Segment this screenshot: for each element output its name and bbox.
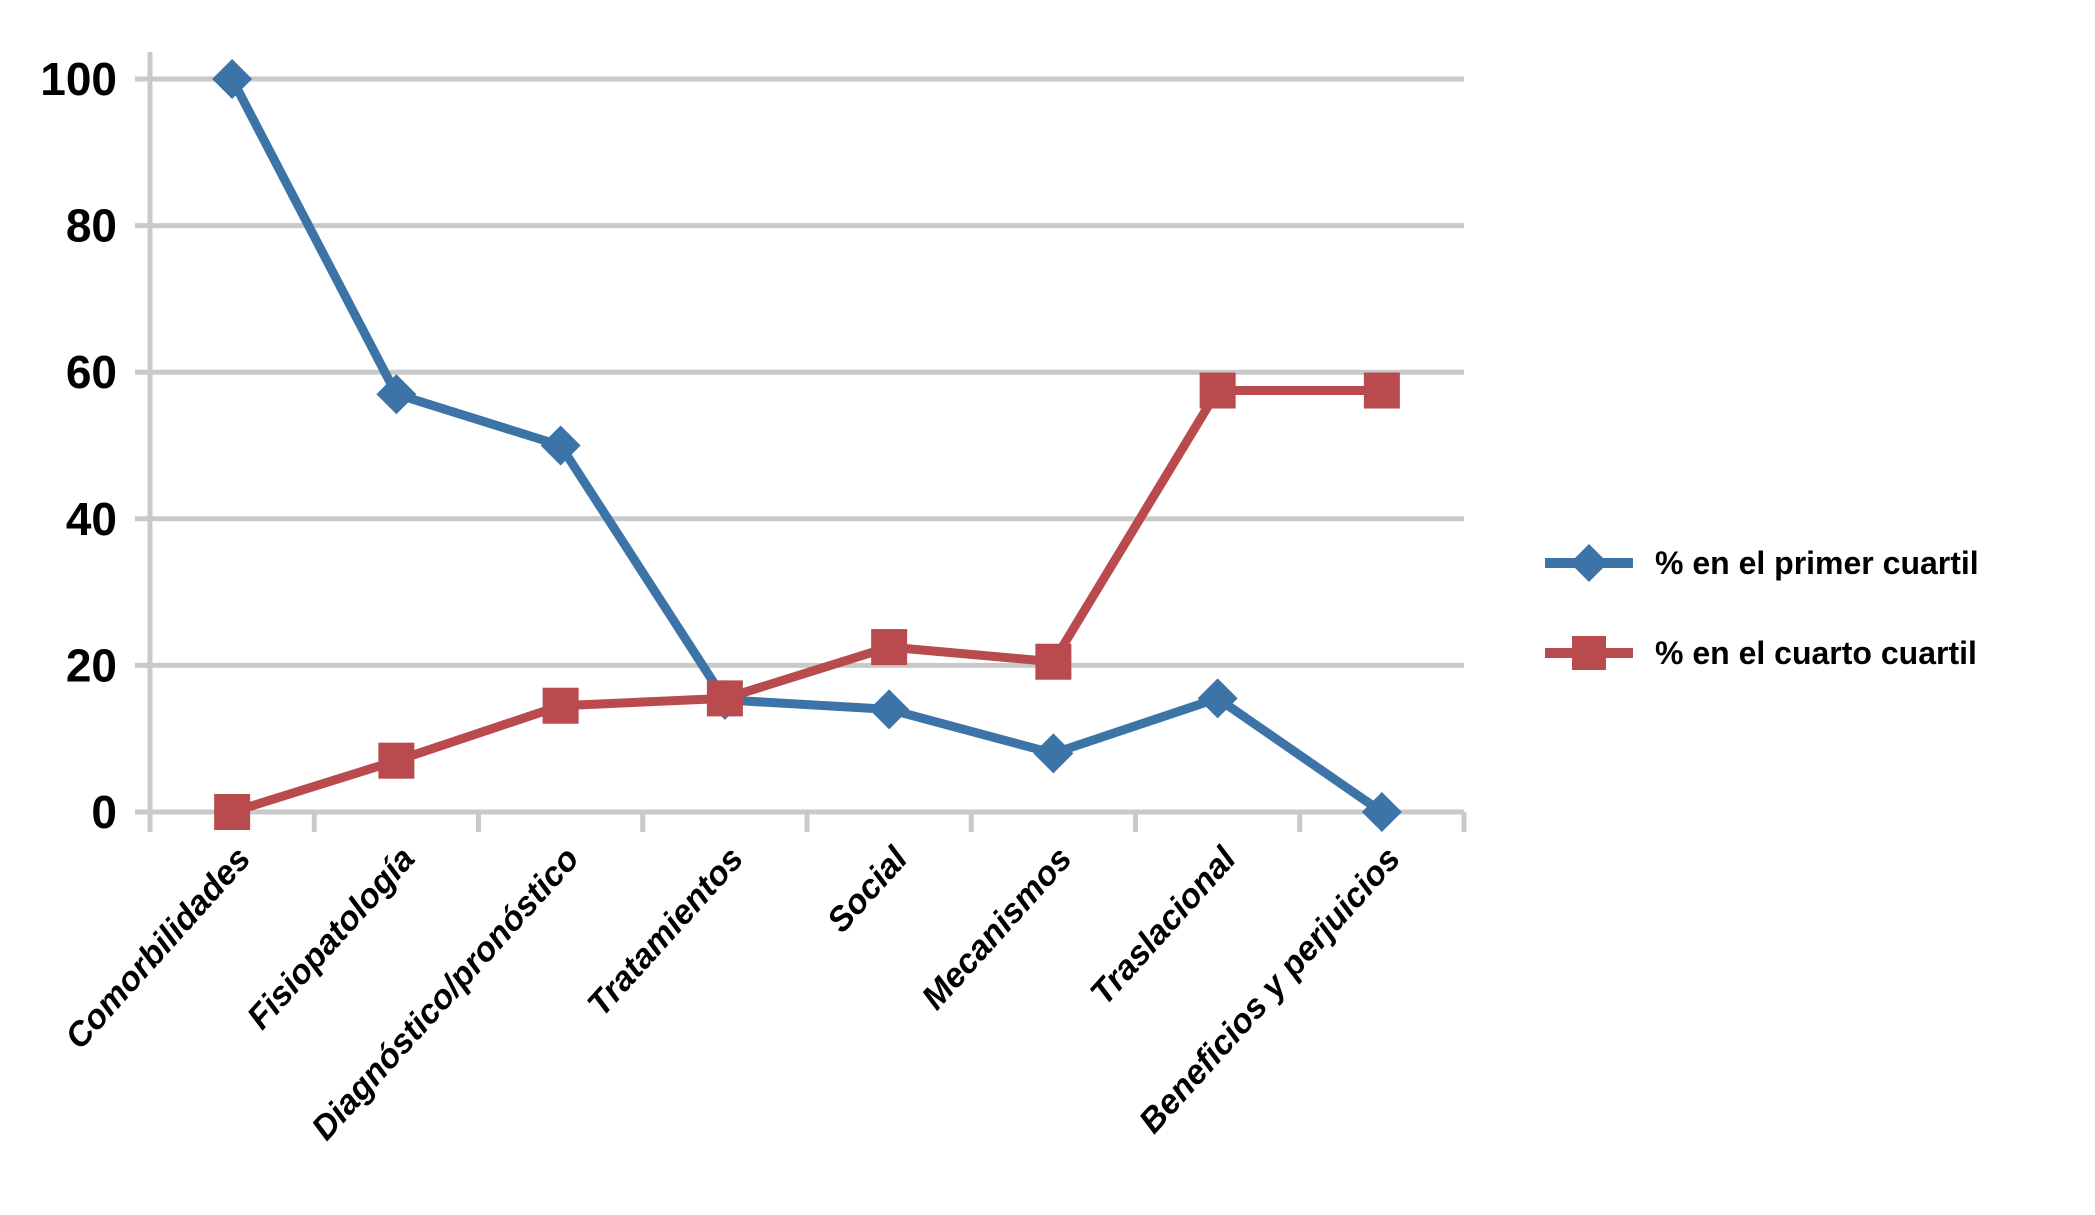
data-point-diamond (540, 425, 581, 466)
data-point-diamond (376, 374, 417, 415)
legend-marker-diamond-icon (1545, 544, 1633, 582)
x-axis-label: Beneficios y perjuicios (1132, 840, 1408, 1141)
data-point-square (706, 680, 743, 717)
data-point-square (1363, 372, 1400, 409)
x-axis-label: Comorbilidades (58, 840, 258, 1056)
y-axis-label: 60 (66, 346, 117, 398)
legend-square (1572, 636, 1606, 670)
data-point-diamond (212, 59, 253, 99)
x-axis-label: Traslacional (1083, 839, 1245, 1013)
y-axis-label: 100 (40, 53, 117, 105)
legend: % en el primer cuartil % en el cuarto cu… (1545, 537, 1979, 679)
x-axis-label: Fisiopatología (240, 840, 422, 1037)
data-point-square (542, 687, 579, 724)
y-axis-label: 20 (66, 639, 117, 691)
legend-marker-square-icon (1545, 636, 1633, 670)
legend-diamond (1570, 544, 1608, 582)
series-line-2 (230, 386, 1382, 817)
x-axis-label: Social (820, 839, 916, 940)
data-point-diamond (1033, 733, 1074, 774)
data-point-square (871, 629, 908, 666)
legend-item-cuarto-cuartil: % en el cuarto cuartil (1545, 627, 1979, 679)
legend-label-primer-cuartil: % en el primer cuartil (1655, 544, 1979, 581)
y-axis-label: 0 (91, 786, 117, 838)
data-point-diamond (1361, 792, 1402, 832)
legend-item-primer-cuartil: % en el primer cuartil (1545, 537, 1979, 589)
data-point-diamond (1197, 678, 1238, 719)
data-point-square (1199, 372, 1236, 409)
y-axis-label: 40 (66, 493, 117, 545)
data-point-square (378, 742, 415, 779)
data-point-square (214, 794, 251, 830)
x-axis-label: Mecanismos (915, 840, 1080, 1017)
x-axis-label: Tratamientos (580, 840, 751, 1024)
data-point-diamond (869, 689, 910, 730)
series-line-1 (228, 76, 1385, 816)
legend-label-cuarto-cuartil: % en el cuarto cuartil (1655, 634, 1977, 671)
x-axis-label: Diagnóstico/pronóstico (304, 840, 586, 1148)
data-point-square (1035, 643, 1072, 680)
y-axis-label: 80 (66, 200, 117, 252)
